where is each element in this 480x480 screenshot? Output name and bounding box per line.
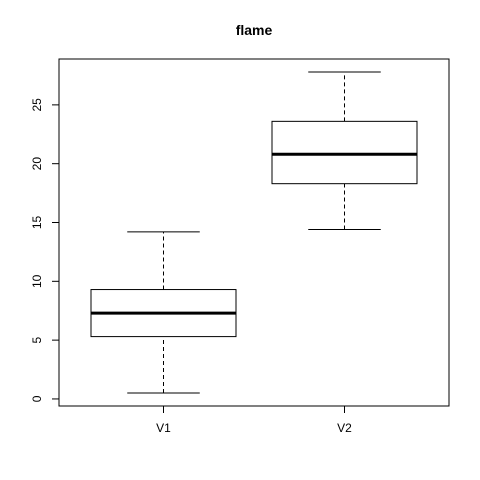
y-tick-label: 25: [30, 98, 44, 112]
y-axis: 0 5 10 15 20 25: [30, 98, 60, 402]
x-tick-label-v2: V2: [337, 421, 352, 435]
box-v2: [271, 71, 418, 231]
box-v1: [90, 231, 237, 394]
y-tick-label: 10: [30, 274, 44, 288]
y-tick-label: 0: [30, 395, 44, 402]
boxes-group: [90, 71, 418, 394]
y-tick-label: 5: [30, 336, 44, 343]
y-tick-label: 15: [30, 216, 44, 230]
y-tick-label: 20: [30, 157, 44, 171]
plot-frame: [58, 58, 450, 407]
iqr-box-v2: [271, 120, 418, 185]
chart-title: flame: [236, 22, 273, 38]
x-tick-label-v1: V1: [156, 421, 171, 435]
x-axis: V1 V2: [156, 405, 352, 435]
